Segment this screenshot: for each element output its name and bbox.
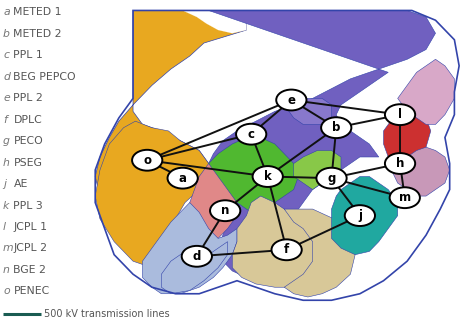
Text: k: k xyxy=(264,170,272,183)
Text: PPL 3: PPL 3 xyxy=(13,200,43,211)
Text: e: e xyxy=(3,93,10,103)
Text: g: g xyxy=(3,136,10,146)
Circle shape xyxy=(317,168,346,189)
Text: DPLC: DPLC xyxy=(13,114,42,125)
Polygon shape xyxy=(95,10,246,274)
Text: b: b xyxy=(332,121,340,134)
Polygon shape xyxy=(398,59,455,125)
Polygon shape xyxy=(294,150,341,190)
Text: b: b xyxy=(3,28,10,39)
Circle shape xyxy=(385,153,415,174)
Text: e: e xyxy=(287,94,295,107)
Text: n: n xyxy=(221,204,229,217)
Polygon shape xyxy=(209,137,299,215)
Text: 500 kV transmission lines: 500 kV transmission lines xyxy=(44,309,170,319)
Circle shape xyxy=(253,166,283,187)
Text: c: c xyxy=(248,128,255,141)
Text: f: f xyxy=(3,114,7,125)
Text: PENEC: PENEC xyxy=(13,286,50,297)
Polygon shape xyxy=(331,177,398,255)
Text: h: h xyxy=(3,158,10,167)
Circle shape xyxy=(276,90,307,111)
Text: JCPL 2: JCPL 2 xyxy=(13,244,47,253)
Text: j: j xyxy=(358,209,362,222)
Text: METED 1: METED 1 xyxy=(13,7,62,17)
Text: m: m xyxy=(3,244,14,253)
Text: l: l xyxy=(398,108,402,121)
Polygon shape xyxy=(284,209,355,297)
Polygon shape xyxy=(209,10,436,278)
Polygon shape xyxy=(182,10,246,33)
Text: g: g xyxy=(328,172,336,185)
Polygon shape xyxy=(67,10,464,300)
Text: a: a xyxy=(179,172,187,185)
Text: a: a xyxy=(3,7,9,17)
Circle shape xyxy=(345,205,375,226)
Circle shape xyxy=(385,104,415,125)
Circle shape xyxy=(390,187,420,208)
Text: METED 2: METED 2 xyxy=(13,28,62,39)
Text: BGE 2: BGE 2 xyxy=(13,265,46,275)
Circle shape xyxy=(272,239,302,260)
Text: PPL 2: PPL 2 xyxy=(13,93,43,103)
Text: f: f xyxy=(284,243,289,256)
Polygon shape xyxy=(383,98,431,164)
Circle shape xyxy=(210,200,240,221)
Polygon shape xyxy=(284,98,331,125)
Text: PPL 1: PPL 1 xyxy=(13,50,43,60)
Text: d: d xyxy=(3,72,10,81)
Polygon shape xyxy=(232,196,331,287)
Polygon shape xyxy=(95,121,209,271)
Polygon shape xyxy=(143,202,237,294)
Text: n: n xyxy=(3,265,10,275)
Circle shape xyxy=(132,150,162,171)
Text: PSEG: PSEG xyxy=(13,158,42,167)
Polygon shape xyxy=(393,147,450,196)
Circle shape xyxy=(321,117,351,138)
Text: d: d xyxy=(192,250,201,263)
Text: o: o xyxy=(3,286,9,297)
Circle shape xyxy=(167,168,198,189)
Text: o: o xyxy=(143,154,151,167)
Text: h: h xyxy=(396,157,404,170)
Circle shape xyxy=(236,124,266,145)
Text: PECO: PECO xyxy=(13,136,43,146)
Circle shape xyxy=(182,246,212,267)
Text: AE: AE xyxy=(13,179,28,189)
Text: BEG PEPCO: BEG PEPCO xyxy=(13,72,76,81)
Text: c: c xyxy=(3,50,9,60)
Polygon shape xyxy=(161,242,228,294)
Text: l: l xyxy=(3,222,6,232)
Text: j: j xyxy=(3,179,6,189)
Text: JCPL 1: JCPL 1 xyxy=(13,222,47,232)
Text: m: m xyxy=(399,191,411,204)
Polygon shape xyxy=(190,164,237,238)
Text: k: k xyxy=(3,200,9,211)
